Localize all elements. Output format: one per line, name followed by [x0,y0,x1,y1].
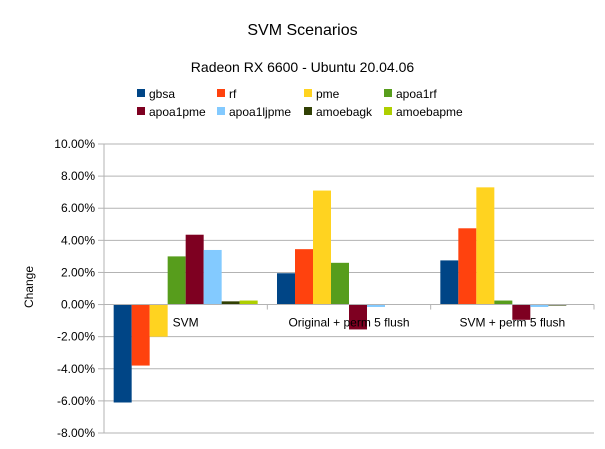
legend-swatch-apoa1pme [137,107,145,115]
bar-amoebapme [239,300,258,305]
legend-swatch-pme [304,89,312,97]
y-tick-label: -6.00% [57,394,95,408]
legend-label-amoebagk: amoebagk [316,105,373,119]
legend-swatch-gbsa [137,89,145,97]
legend-swatch-rf [217,89,225,97]
bar-gbsa [440,260,459,305]
legend-label-apoa1rf: apoa1rf [396,87,437,101]
bar-apoa1ljpme [367,304,385,307]
bar-apoa1pme [512,304,531,320]
legend-swatch-apoa1rf [384,89,392,97]
y-tick-label: 6.00% [61,201,95,215]
bar-rf [295,249,313,305]
legend: gbsa rf pme apoa1rf apoa1pme apoa1ljpme amoeba… [137,87,463,119]
legend-label-gbsa: gbsa [149,87,175,101]
bar-pme [476,187,495,305]
category-label: Original + perm 5 flush [288,316,409,330]
bar-apoa1rf [494,300,513,305]
legend-swatch-amoebapme [384,107,392,115]
bars [113,187,567,403]
bar-amoebagk [221,301,240,305]
chart-subtitle: Radeon RX 6600 - Ubuntu 20.04.06 [191,59,415,75]
bar-gbsa [113,304,132,403]
bar-pme [313,190,331,305]
y-axis-label: Change [22,266,36,308]
category-label: SVM + perm 5 flush [459,316,565,330]
legend-label-apoa1pme: apoa1pme [149,105,206,119]
legend-swatch-apoa1ljpme [217,107,225,115]
legend-label-amoebapme: amoebapme [396,105,463,119]
bar-apoa1pme [349,304,367,330]
bar-pme [149,304,168,337]
bar-rf [131,304,150,366]
axes [103,144,595,433]
legend-swatch-amoebagk [304,107,312,115]
chart-title: SVM Scenarios [247,22,357,39]
y-tick-labels: 10.00% 8.00% 6.00% 4.00% 2.00% 0.00% -2.00% -4.… [54,137,95,440]
y-tick-label: -4.00% [57,362,95,376]
bar-rf [458,228,477,305]
y-tick-label: -2.00% [57,330,95,344]
bar-apoa1pme [185,234,204,305]
y-tick-label: 10.00% [54,137,95,151]
category-labels: SVM Original + perm 5 flush SVM + perm 5 f… [173,316,566,330]
bar-gbsa [277,273,295,305]
y-tick-label: -8.00% [57,426,95,440]
bar-apoa1rf [167,256,186,305]
bar-apoa1ljpme [203,249,222,305]
legend-label-pme: pme [316,87,340,101]
y-tick-label: 2.00% [61,265,95,279]
y-tick-label: 0.00% [61,298,95,312]
y-tick-label: 8.00% [61,169,95,183]
category-label: SVM [173,316,199,330]
legend-label-rf: rf [229,87,237,101]
bar-apoa1ljpme [530,304,549,307]
bar-apoa1rf [331,262,349,305]
y-tick-label: 4.00% [61,233,95,247]
legend-label-apoa1ljpme: apoa1ljpme [229,105,291,119]
